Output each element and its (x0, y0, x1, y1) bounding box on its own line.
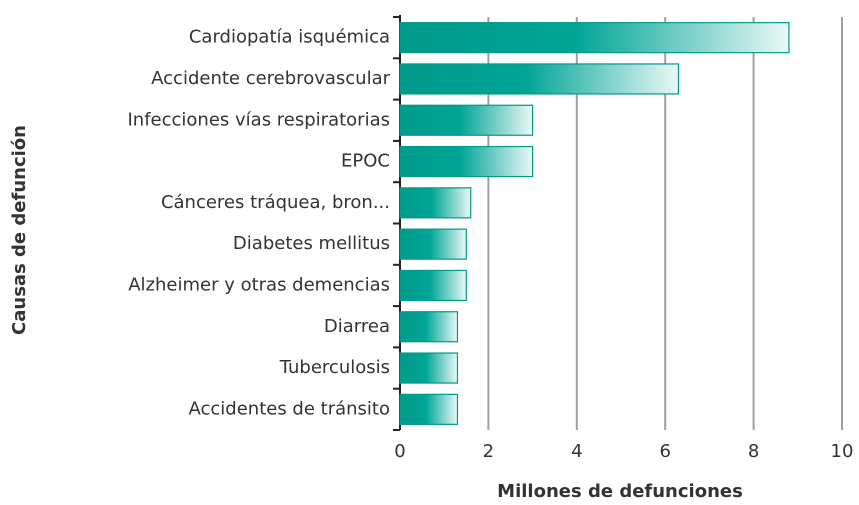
y-tick-label: Cardiopatía isquémica (189, 27, 390, 48)
x-tick-label: 10 (831, 441, 854, 462)
bar (399, 228, 467, 260)
y-tick-label: Alzheimer y otras demencias (128, 274, 390, 295)
y-tick-label: Diarrea (324, 316, 390, 337)
y-axis-label: Causas de defunción (9, 125, 30, 335)
x-tick-label: 4 (571, 441, 582, 462)
bar (399, 63, 680, 95)
bar (399, 269, 467, 302)
y-tick-label: Diabetes mellitus (233, 233, 390, 254)
bar (399, 104, 534, 136)
bar (399, 311, 459, 343)
x-axis-label: Millones de defunciones (497, 481, 743, 501)
y-tick-label: Accidentes de tránsito (189, 398, 391, 419)
bar (399, 393, 459, 425)
bar (399, 145, 534, 178)
x-tick-label: 8 (748, 441, 759, 462)
y-tick-label: Infecciones vías respiratorias (128, 109, 391, 130)
y-tick-label: Tuberculosis (279, 357, 390, 378)
y-tick-label: Accidente cerebrovascular (151, 68, 390, 89)
y-tick-label: EPOC (341, 151, 390, 172)
bar (399, 22, 790, 54)
x-tick-label: 0 (394, 441, 405, 462)
bar (399, 352, 459, 384)
bar (399, 187, 472, 219)
y-tick-label: Cánceres tráquea, bron... (161, 192, 390, 213)
x-tick-label: 2 (483, 441, 494, 462)
x-tick-label: 6 (659, 441, 670, 462)
